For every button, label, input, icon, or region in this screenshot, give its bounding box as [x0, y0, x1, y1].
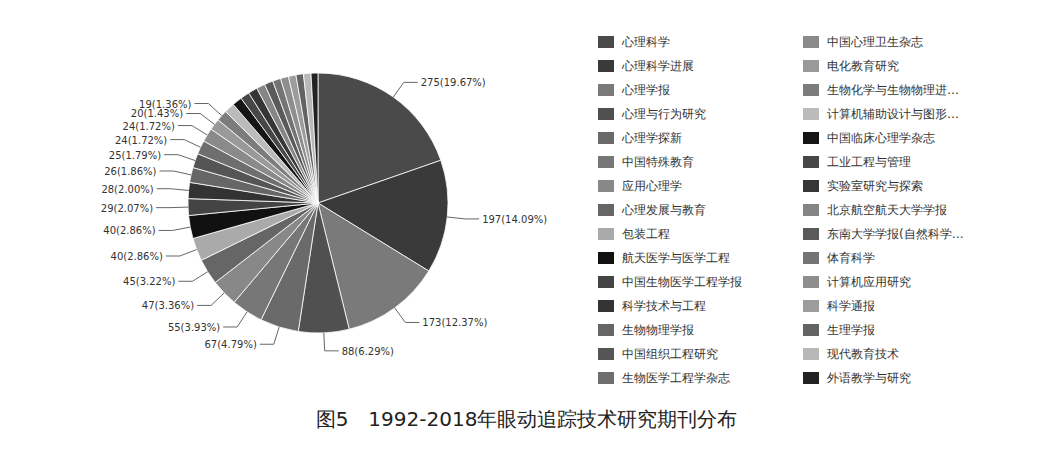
html-text:中国心理卫生杂志: 中国心理卫生杂志 [827, 34, 923, 49]
html-text:电化教育研究: 电化教育研究 [827, 58, 899, 73]
html-text:心理科学进展: 心理科学进展 [622, 58, 694, 73]
html-text:生物医学工程学杂志: 生物医学工程学杂志 [622, 370, 730, 385]
svg-text:45(3.22%): 45(3.22%) [123, 276, 175, 287]
svg-text:173(12.37%): 173(12.37%) [422, 317, 487, 328]
svg-text:40(2.86%): 40(2.86%) [111, 251, 163, 262]
html-text:应用心理学: 应用心理学 [622, 178, 682, 193]
html-text:中国生物医学工程学报: 中国生物医学工程学报 [622, 274, 742, 289]
svg-text:275(19.67%): 275(19.67%) [421, 77, 486, 88]
html-text:中国特殊教育: 中国特殊教育 [622, 154, 694, 169]
svg-text:20(1.43%): 20(1.43%) [131, 108, 183, 119]
html-text:现代教育技术: 现代教育技术 [827, 346, 899, 361]
html-text:实验室研究与探索: 实验室研究与探索 [827, 178, 923, 193]
html-text:计算机辅助设计与图形…: 计算机辅助设计与图形… [827, 106, 959, 121]
svg-text:40(2.86%): 40(2.86%) [103, 225, 155, 236]
svg-text:19(1.36%): 19(1.36%) [139, 99, 191, 110]
svg-text:25(1.79%): 25(1.79%) [109, 150, 161, 161]
html-text:心理发展与教育: 心理发展与教育 [622, 202, 706, 217]
svg-text:67(4.79%): 67(4.79%) [204, 339, 256, 350]
html-text:生物化学与生物物理进…: 生物化学与生物物理进… [827, 82, 959, 97]
html-text:体育科学: 体育科学 [827, 250, 875, 265]
html-text:心理学报: 心理学报 [622, 82, 670, 97]
svg-text:197(14.09%): 197(14.09%) [482, 214, 547, 225]
html-text:航天医学与医学工程: 航天医学与医学工程 [622, 250, 730, 265]
html-text:北京航空航天大学学报: 北京航空航天大学学报 [827, 202, 947, 217]
svg-text:24(1.72%): 24(1.72%) [123, 121, 175, 132]
svg-text:28(2.00%): 28(2.00%) [101, 184, 153, 195]
html-text:外语教学与研究: 外语教学与研究 [827, 370, 911, 385]
html-text:科学技术与工程: 科学技术与工程 [622, 298, 706, 313]
svg-text:26(1.86%): 26(1.86%) [104, 166, 156, 177]
svg-text:47(3.36%): 47(3.36%) [142, 300, 194, 311]
html-text:计算机应用研究: 计算机应用研究 [827, 274, 911, 289]
svg-text:24(1.72%): 24(1.72%) [115, 135, 167, 146]
html-text:工业工程与管理: 工业工程与管理 [827, 154, 911, 169]
svg-text:29(2.07%): 29(2.07%) [101, 203, 153, 214]
html-text:生理学报: 生理学报 [827, 322, 875, 337]
html-text:心理科学: 心理科学 [622, 34, 670, 49]
html-text:中国临床心理学杂志: 中国临床心理学杂志 [827, 130, 935, 145]
html-text:科学通报: 科学通报 [827, 298, 875, 313]
svg-text:55(3.93%): 55(3.93%) [168, 322, 220, 333]
html-text:心理与行为研究: 心理与行为研究 [622, 106, 706, 121]
html-text:心理学探新: 心理学探新 [622, 130, 682, 145]
html-text:生物物理学报: 生物物理学报 [622, 322, 694, 337]
html-text:东南大学学报(自然科学…: 东南大学学报(自然科学… [827, 226, 964, 241]
svg-text:88(6.29%): 88(6.29%) [342, 346, 394, 357]
html-text:包装工程: 包装工程 [622, 226, 670, 241]
html-text:图5 1992-2018年眼动追踪技术研究期刊分布: 图5 1992-2018年眼动追踪技术研究期刊分布 [315, 407, 738, 431]
html-text:中国组织工程研究: 中国组织工程研究 [622, 346, 718, 361]
